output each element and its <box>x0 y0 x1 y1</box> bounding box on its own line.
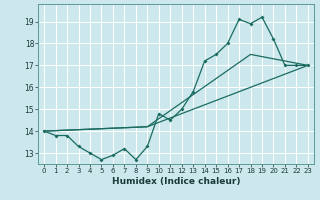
X-axis label: Humidex (Indice chaleur): Humidex (Indice chaleur) <box>112 177 240 186</box>
